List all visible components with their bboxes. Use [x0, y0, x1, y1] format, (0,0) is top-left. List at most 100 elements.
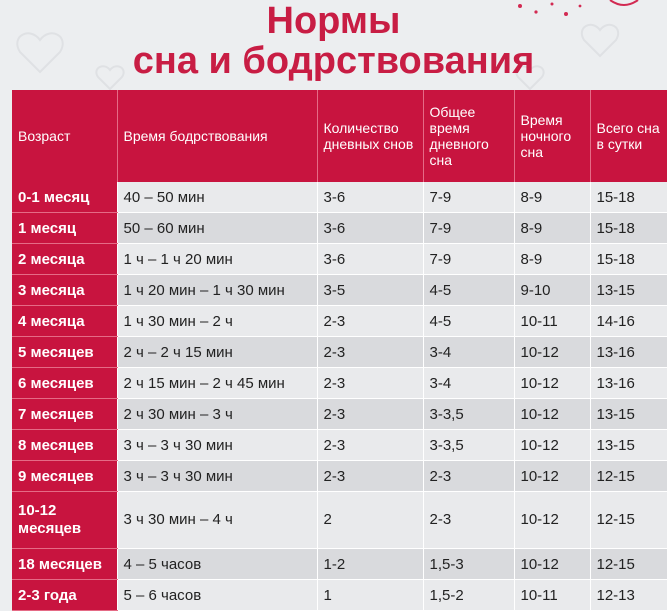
- cell-total-sleep: 13-15: [590, 398, 667, 430]
- cell-total-day-sleep: 3-3,5: [423, 398, 515, 430]
- cell-day-naps-count: 1-2: [317, 548, 424, 580]
- cell-night-sleep: 10-12: [514, 491, 591, 549]
- cell-wake-time: 50 – 60 мин: [117, 212, 318, 244]
- cell-night-sleep: 10-12: [514, 398, 591, 430]
- header-age: Возраст: [12, 90, 118, 182]
- cell-total-day-sleep: 2-3: [423, 460, 515, 492]
- cell-night-sleep: 9-10: [514, 274, 591, 306]
- cell-total-sleep: 15-18: [590, 243, 667, 275]
- cell-day-naps-count: 2-3: [317, 336, 424, 368]
- cell-age: 9 месяцев: [12, 460, 118, 492]
- table-row: 2 месяца 1 ч – 1 ч 20 мин 3-6 7-9 8-9 15…: [12, 243, 667, 275]
- cell-total-day-sleep: 7-9: [423, 243, 515, 275]
- table-row: 10-12 месяцев 3 ч 30 мин – 4 ч 2 2-3 10-…: [12, 491, 667, 549]
- table-row: 9 месяцев 3 ч – 3 ч 30 мин 2-3 2-3 10-12…: [12, 460, 667, 492]
- cell-night-sleep: 8-9: [514, 182, 591, 213]
- cell-age: 0-1 месяц: [12, 182, 118, 213]
- cell-night-sleep: 10-11: [514, 579, 591, 611]
- cell-night-sleep: 10-12: [514, 336, 591, 368]
- cell-night-sleep: 10-12: [514, 367, 591, 399]
- cell-total-day-sleep: 7-9: [423, 212, 515, 244]
- cell-total-day-sleep: 3-3,5: [423, 429, 515, 461]
- header-night-sleep: Время ночного сна: [514, 90, 591, 182]
- cell-night-sleep: 10-11: [514, 305, 591, 337]
- cell-total-day-sleep: 1,5-2: [423, 579, 515, 611]
- cell-day-naps-count: 3-6: [317, 182, 424, 213]
- cell-wake-time: 3 ч 30 мин – 4 ч: [117, 491, 318, 549]
- table-row: 7 месяцев 2 ч 30 мин – 3 ч 2-3 3-3,5 10-…: [12, 398, 667, 430]
- table-row: 5 месяцев 2 ч – 2 ч 15 мин 2-3 3-4 10-12…: [12, 336, 667, 368]
- cell-wake-time: 2 ч – 2 ч 15 мин: [117, 336, 318, 368]
- table-row: 3 месяца 1 ч 20 мин – 1 ч 30 мин 3-5 4-5…: [12, 274, 667, 306]
- header-total-sleep: Всего сна в сутки: [590, 90, 667, 182]
- cell-wake-time: 1 ч 20 мин – 1 ч 30 мин: [117, 274, 318, 306]
- table-row: 18 месяцев 4 – 5 часов 1-2 1,5-3 10-12 1…: [12, 548, 667, 580]
- table-row: 0-1 месяц 40 – 50 мин 3-6 7-9 8-9 15-18: [12, 182, 667, 213]
- cell-day-naps-count: 2-3: [317, 305, 424, 337]
- cell-total-sleep: 14-16: [590, 305, 667, 337]
- header-wake-time: Время бодрствования: [117, 90, 318, 182]
- cell-total-day-sleep: 4-5: [423, 274, 515, 306]
- cell-total-sleep: 15-18: [590, 182, 667, 213]
- cell-age: 6 месяцев: [12, 367, 118, 399]
- cell-total-sleep: 15-18: [590, 212, 667, 244]
- page-title: Нормы сна и бодрствования: [0, 2, 667, 82]
- cell-age: 10-12 месяцев: [12, 491, 118, 549]
- cell-total-day-sleep: 7-9: [423, 182, 515, 213]
- cell-wake-time: 5 – 6 часов: [117, 579, 318, 611]
- cell-age: 1 месяц: [12, 212, 118, 244]
- cell-total-sleep: 12-15: [590, 548, 667, 580]
- cell-age: 4 месяца: [12, 305, 118, 337]
- cell-night-sleep: 8-9: [514, 243, 591, 275]
- cell-day-naps-count: 3-5: [317, 274, 424, 306]
- cell-wake-time: 1 ч 30 мин – 2 ч: [117, 305, 318, 337]
- cell-total-sleep: 12-15: [590, 460, 667, 492]
- cell-total-sleep: 12-13: [590, 579, 667, 611]
- cell-age: 2-3 года: [12, 579, 118, 611]
- cell-day-naps-count: 3-6: [317, 243, 424, 275]
- cell-age: 8 месяцев: [12, 429, 118, 461]
- cell-day-naps-count: 2-3: [317, 367, 424, 399]
- cell-night-sleep: 10-12: [514, 429, 591, 461]
- cell-total-sleep: 13-16: [590, 336, 667, 368]
- cell-wake-time: 4 – 5 часов: [117, 548, 318, 580]
- cell-night-sleep: 10-12: [514, 460, 591, 492]
- sleep-norms-table: Возраст Время бодрствования Количество д…: [12, 90, 667, 611]
- table-row: 8 месяцев 3 ч – 3 ч 30 мин 2-3 3-3,5 10-…: [12, 429, 667, 461]
- cell-total-sleep: 13-15: [590, 274, 667, 306]
- table-row: 4 месяца 1 ч 30 мин – 2 ч 2-3 4-5 10-11 …: [12, 305, 667, 337]
- cell-wake-time: 3 ч – 3 ч 30 мин: [117, 460, 318, 492]
- cell-age: 2 месяца: [12, 243, 118, 275]
- cell-total-day-sleep: 3-4: [423, 367, 515, 399]
- title-line-2: сна и бодрствования: [132, 40, 535, 82]
- cell-day-naps-count: 2-3: [317, 398, 424, 430]
- table-row: 2-3 года 5 – 6 часов 1 1,5-2 10-11 12-13: [12, 579, 667, 611]
- table-header-row: Возраст Время бодрствования Количество д…: [12, 90, 667, 182]
- cell-wake-time: 3 ч – 3 ч 30 мин: [117, 429, 318, 461]
- cell-day-naps-count: 2-3: [317, 429, 424, 461]
- cell-day-naps-count: 2: [317, 491, 424, 549]
- table-row: 1 месяц 50 – 60 мин 3-6 7-9 8-9 15-18: [12, 212, 667, 244]
- cell-night-sleep: 8-9: [514, 212, 591, 244]
- cell-day-naps-count: 2-3: [317, 460, 424, 492]
- title-line-1: Нормы: [266, 0, 401, 42]
- cell-total-day-sleep: 2-3: [423, 491, 515, 549]
- cell-age: 5 месяцев: [12, 336, 118, 368]
- cell-total-sleep: 12-15: [590, 491, 667, 549]
- cell-day-naps-count: 1: [317, 579, 424, 611]
- cell-age: 18 месяцев: [12, 548, 118, 580]
- header-total-day-sleep: Общее время дневного сна: [423, 90, 515, 182]
- cell-total-day-sleep: 4-5: [423, 305, 515, 337]
- cell-wake-time: 2 ч 15 мин – 2 ч 45 мин: [117, 367, 318, 399]
- cell-age: 3 месяца: [12, 274, 118, 306]
- cell-night-sleep: 10-12: [514, 548, 591, 580]
- cell-day-naps-count: 3-6: [317, 212, 424, 244]
- cell-total-sleep: 13-16: [590, 367, 667, 399]
- cell-total-day-sleep: 1,5-3: [423, 548, 515, 580]
- cell-age: 7 месяцев: [12, 398, 118, 430]
- cell-total-day-sleep: 3-4: [423, 336, 515, 368]
- header-day-naps-count: Количество дневных снов: [317, 90, 424, 182]
- cell-wake-time: 2 ч 30 мин – 3 ч: [117, 398, 318, 430]
- cell-wake-time: 1 ч – 1 ч 20 мин: [117, 243, 318, 275]
- cell-total-sleep: 13-15: [590, 429, 667, 461]
